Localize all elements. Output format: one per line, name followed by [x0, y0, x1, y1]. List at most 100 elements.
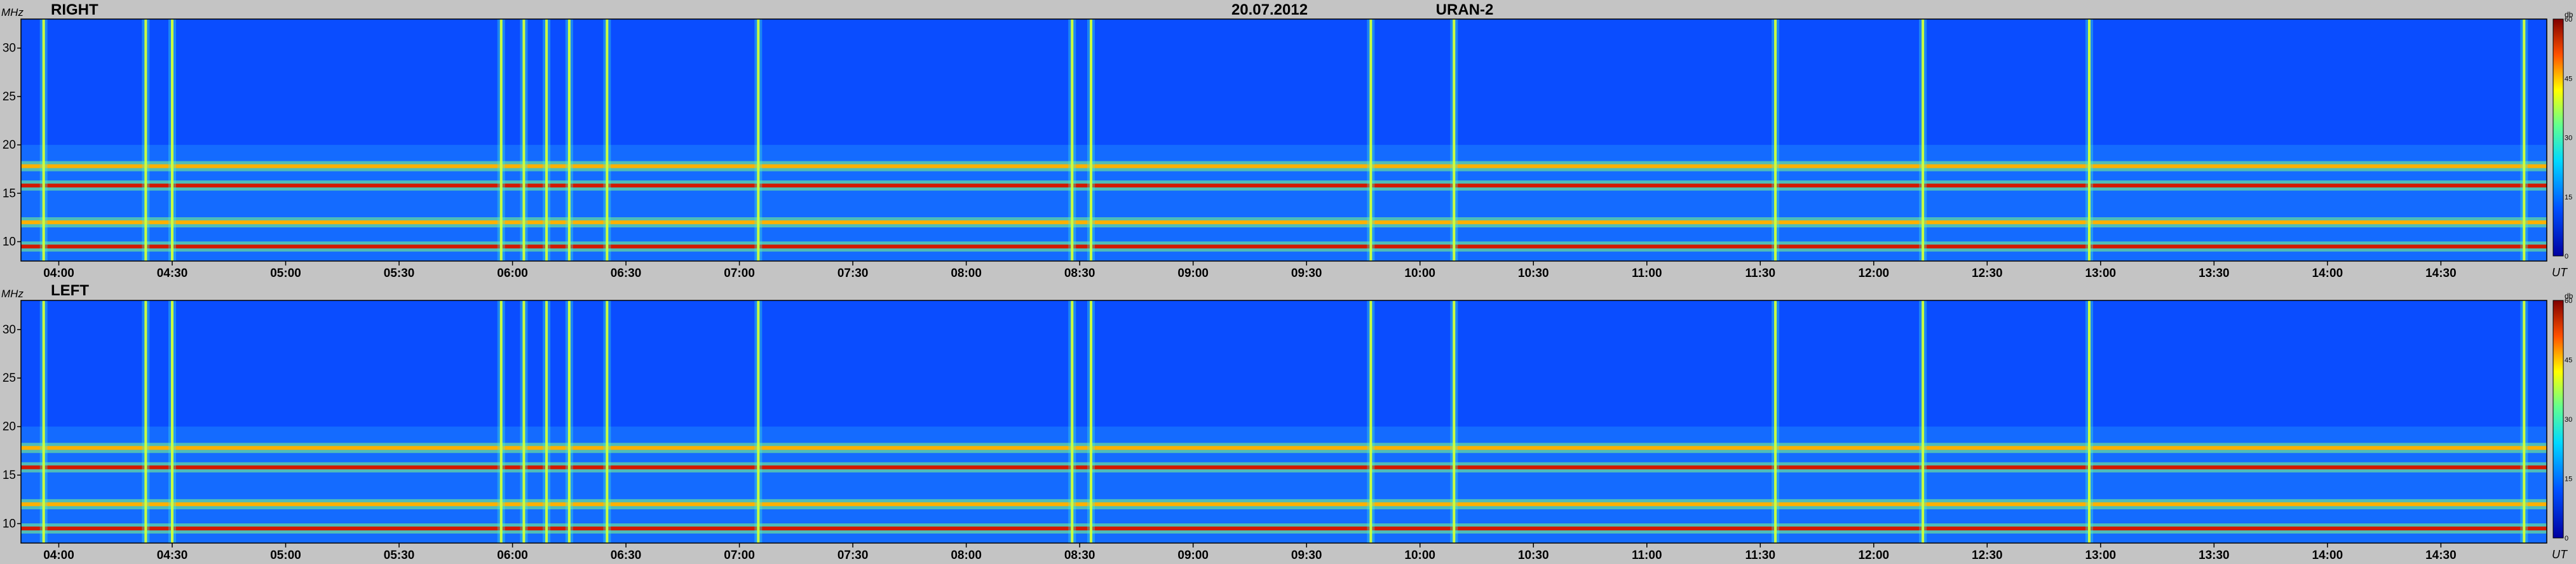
colorbar-tick-label: 15 — [2565, 194, 2572, 201]
colorbar-tick-label: 0 — [2565, 253, 2568, 260]
x-tick-label: 12:30 — [1972, 549, 2003, 562]
y-tick-label: 15 — [3, 187, 16, 200]
burst-line-04:23 — [144, 19, 147, 261]
colorbar-tick-label: 15 — [2565, 476, 2572, 483]
burst-line-10:09 — [1453, 19, 1456, 261]
burst-line-06:03 — [522, 300, 525, 543]
x-tick-label: 09:30 — [1291, 267, 1322, 280]
x-tick-label: 13:30 — [2199, 549, 2230, 562]
x-tick-label: 08:00 — [951, 267, 982, 280]
burst-line-06:09 — [545, 300, 548, 543]
x-tick-label: 13:00 — [2085, 267, 2117, 280]
frequency-band-9.5 — [21, 527, 2547, 531]
burst-line-09:47 — [1369, 19, 1373, 261]
burst-line-06:15 — [567, 300, 571, 543]
x-tick-label: 09:00 — [1177, 267, 1209, 280]
frequency-band-15.8 — [21, 465, 2547, 469]
burst-line-04:23 — [144, 300, 147, 543]
x-tick-label: 08:00 — [951, 549, 982, 562]
x-axis-label: UT — [2552, 548, 2568, 561]
x-tick-label: 12:30 — [1972, 267, 2003, 280]
x-tick-label: 04:00 — [43, 267, 74, 280]
x-tick-label: 07:30 — [837, 267, 869, 280]
burst-line-03:56 — [42, 19, 45, 261]
burst-line-06:15 — [567, 19, 571, 261]
y-tick-label: 10 — [3, 517, 16, 530]
x-tick-label: 12:00 — [1858, 549, 1889, 562]
colorbar — [2552, 18, 2564, 257]
station-label: URAN-2 — [1436, 1, 1494, 18]
x-tick-label: 13:00 — [2085, 549, 2117, 562]
y-tick-label: 30 — [3, 323, 16, 337]
colorbar-label: db — [2565, 10, 2573, 19]
y-tick-label: 20 — [3, 420, 16, 434]
panel-title: RIGHT — [51, 1, 98, 18]
burst-line-06:25 — [606, 300, 609, 543]
burst-line-08:33 — [1090, 19, 1093, 261]
x-tick-label: 09:00 — [1177, 549, 1209, 562]
y-tick-label: 25 — [3, 372, 16, 385]
x-tick-label: 05:00 — [270, 549, 301, 562]
x-tick-label: 07:00 — [724, 549, 755, 562]
burst-line-04:30 — [171, 300, 174, 543]
date-label: 20.07.2012 — [1231, 1, 1308, 18]
frequency-band-17.8 — [21, 164, 2547, 168]
x-tick-label: 13:30 — [2199, 267, 2230, 280]
colorbar-tick-label: 60 — [2565, 16, 2572, 24]
x-tick-label: 14:30 — [2425, 549, 2457, 562]
burst-line-03:56 — [42, 300, 45, 543]
x-tick-label: 14:00 — [2312, 267, 2343, 280]
panel-left: LEFT MHz 10 15 20 25 30 04:00 04:30 05:00 05:30 06:… — [1, 282, 2573, 562]
y-axis-label: MHz — [1, 288, 24, 300]
x-tick-label: 08:30 — [1064, 549, 1095, 562]
frequency-band-15.8 — [21, 184, 2547, 188]
x-tick-label: 09:30 — [1291, 549, 1322, 562]
burst-line-08:28 — [1071, 300, 1074, 543]
x-tick-label: 11:00 — [1632, 267, 1662, 280]
burst-line-11:34 — [1774, 19, 1777, 261]
x-tick-label: 06:30 — [611, 267, 642, 280]
x-axis-label: UT — [2552, 266, 2568, 279]
panel-title: LEFT — [51, 282, 89, 299]
x-tick-label: 07:00 — [724, 267, 755, 280]
plot-frame — [20, 18, 2547, 262]
colorbar-tick-label: 30 — [2565, 135, 2572, 142]
y-tick-label: 20 — [3, 138, 16, 152]
y-axis-label: MHz — [1, 6, 24, 18]
y-tick-label: 10 — [3, 236, 16, 249]
x-tick-label: 14:30 — [2425, 267, 2457, 280]
burst-line-12:13 — [1922, 300, 1925, 543]
burst-line-04:30 — [171, 19, 174, 261]
burst-line-12:57 — [2087, 19, 2091, 261]
x-tick-label: 10:30 — [1518, 267, 1549, 280]
colorbar-tick-label: 45 — [2565, 75, 2572, 83]
burst-line-12:57 — [2087, 300, 2091, 543]
frequency-band-12 — [21, 502, 2547, 506]
colorbar — [2552, 300, 2564, 539]
burst-line-09:47 — [1369, 300, 1373, 543]
colorbar-tick-label: 45 — [2565, 357, 2572, 365]
x-tick-label: 10:00 — [1404, 267, 1435, 280]
x-tick-label: 05:30 — [384, 267, 415, 280]
x-tick-label: 08:30 — [1064, 267, 1095, 280]
colorbar-label: db — [2565, 292, 2573, 300]
frequency-band-12 — [21, 220, 2547, 225]
plot-frame — [20, 300, 2547, 544]
burst-line-08:28 — [1071, 19, 1074, 261]
burst-line-12:13 — [1922, 19, 1925, 261]
x-tick-label: 11:30 — [1746, 267, 1776, 280]
x-tick-label: 06:00 — [497, 267, 528, 280]
y-tick-label: 15 — [3, 469, 16, 482]
frequency-band-17.8 — [21, 446, 2547, 450]
burst-line-05:57 — [499, 19, 503, 261]
x-tick-label: 11:30 — [1746, 549, 1776, 562]
x-tick-label: 05:00 — [270, 267, 301, 280]
burst-line-11:34 — [1774, 300, 1777, 543]
x-tick-label: 05:30 — [384, 549, 415, 562]
colorbar-tick-label: 0 — [2565, 535, 2568, 542]
burst-line-08:33 — [1090, 300, 1093, 543]
burst-line-05:57 — [499, 300, 503, 543]
burst-line-14:52 — [2523, 19, 2526, 261]
